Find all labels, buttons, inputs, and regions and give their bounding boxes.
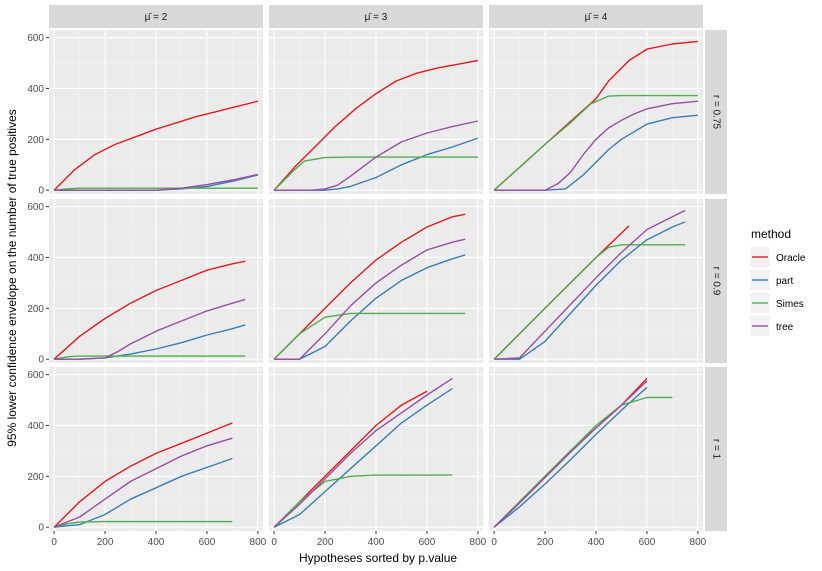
legend-label: tree <box>776 322 794 333</box>
y-tick-label: 0 <box>38 355 44 366</box>
y-tick-label: 600 <box>27 202 44 213</box>
series-line-oracle <box>273 213 466 360</box>
x-tick-label: 0 <box>51 537 57 548</box>
series-line-tree <box>53 437 233 528</box>
series-line-tree <box>54 173 259 191</box>
y-tick-label: 200 <box>27 304 44 315</box>
series-line-simes <box>53 355 246 360</box>
series-line-tree <box>273 377 453 528</box>
series-line-tree <box>494 100 698 191</box>
y-tick-label: 0 <box>38 523 44 534</box>
column-strip-label: μ̄ = 2 <box>145 12 168 23</box>
x-tick-label: 0 <box>271 537 277 548</box>
series-line-simes <box>493 396 673 528</box>
x-tick-label: 400 <box>588 537 605 548</box>
row-strip <box>705 30 727 194</box>
column-strip <box>49 5 263 28</box>
y-tick-label: 400 <box>27 421 44 432</box>
y-tick-label: 200 <box>27 472 44 483</box>
series-line-tree <box>493 380 648 528</box>
x-tick-label: 200 <box>97 537 114 548</box>
y-tick-label: 200 <box>27 135 44 146</box>
series-line-simes <box>273 156 478 191</box>
column-strip-label: μ̄ = 3 <box>365 12 388 23</box>
column-strip-label: μ̄ = 4 <box>585 12 608 23</box>
row-strip <box>705 367 727 531</box>
series-line-simes <box>493 244 686 360</box>
series-line-simes <box>273 312 466 360</box>
x-tick-label: 400 <box>368 537 385 548</box>
y-axis-title: 95% lower confidence envelope on the num… <box>5 109 19 447</box>
legend-label: part <box>776 276 793 287</box>
x-tick-label: 600 <box>419 537 436 548</box>
series-line-part <box>273 388 453 528</box>
y-tick-label: 600 <box>27 33 44 44</box>
series-line-part <box>274 254 466 360</box>
row-strip-label: r = 0.75 <box>711 95 722 130</box>
series-line-simes <box>273 474 453 528</box>
legend-title: method <box>751 227 791 241</box>
column-strip <box>489 5 703 28</box>
row-strip <box>705 199 727 363</box>
y-tick-label: 400 <box>27 253 44 264</box>
series-line-tree <box>494 209 686 360</box>
legend-label: Simes <box>776 299 804 310</box>
series-line-oracle <box>53 260 246 360</box>
series-line-oracle <box>273 59 479 191</box>
x-axis-title: Hypotheses sorted by p.value <box>299 551 457 565</box>
series-line-tree <box>54 298 246 360</box>
series-line-part <box>494 221 686 360</box>
column-strip <box>269 5 483 28</box>
y-tick-label: 600 <box>27 370 44 381</box>
series-line-oracle <box>53 422 233 528</box>
legend: Oracle part Simes tree <box>750 247 806 336</box>
x-tick-label: 0 <box>491 537 497 548</box>
x-tick-label: 800 <box>470 537 487 548</box>
row-strip-label: r = 1 <box>711 439 722 460</box>
x-tick-label: 200 <box>537 537 554 548</box>
legend-label: Oracle <box>776 253 806 264</box>
series-line-simes <box>53 520 233 528</box>
x-tick-label: 400 <box>148 537 165 548</box>
series-line-tree <box>274 238 466 360</box>
row-strip-label: r = 0.9 <box>711 267 722 296</box>
y-tick-label: 0 <box>38 186 44 197</box>
series-line-tree <box>274 120 479 191</box>
series-line-oracle <box>53 100 259 191</box>
x-tick-label: 600 <box>639 537 656 548</box>
series-line-simes <box>54 187 258 191</box>
facet-panels: μ̄ = 2 μ̄ = 3 μ̄ = 4 r = 0.75 r = 0.9 r = 1 0 2… <box>27 5 727 548</box>
series-line-simes <box>493 94 698 191</box>
x-tick-label: 800 <box>690 537 707 548</box>
series-line-part <box>54 457 233 528</box>
x-tick-label: 200 <box>317 537 334 548</box>
y-tick-label: 400 <box>27 84 44 95</box>
series-line-part <box>493 386 648 528</box>
x-tick-label: 600 <box>199 537 216 548</box>
x-tick-label: 800 <box>250 537 267 548</box>
